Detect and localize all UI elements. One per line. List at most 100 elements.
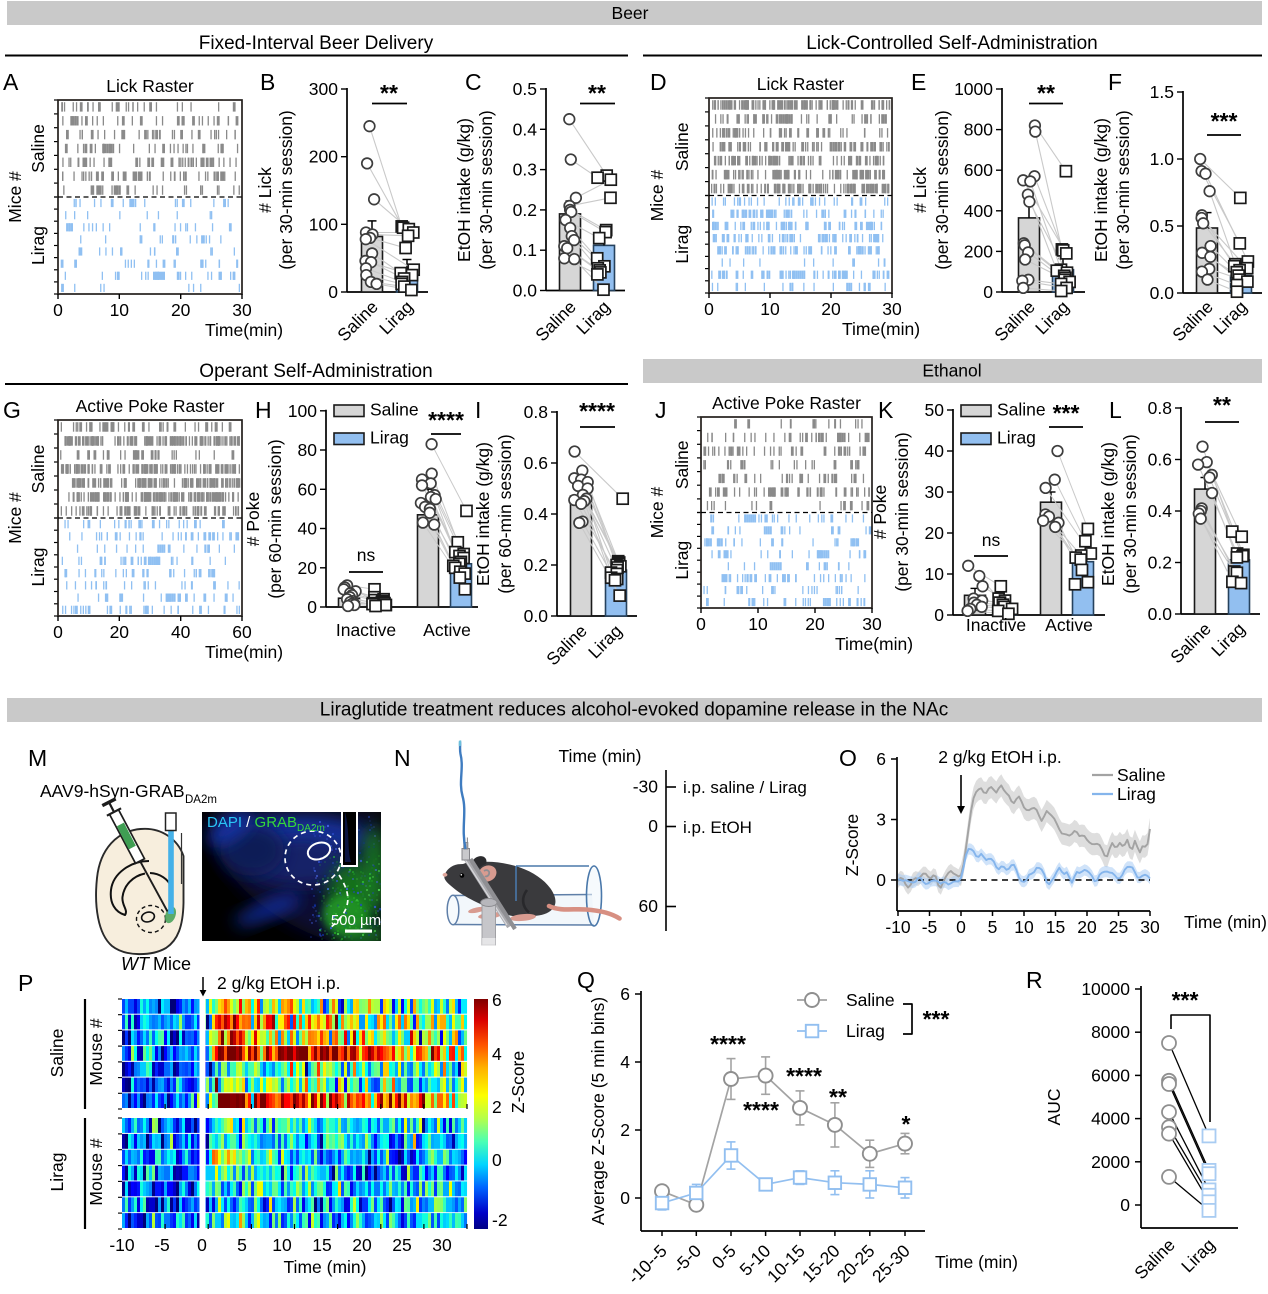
svg-text:i.p. saline / Lirag: i.p. saline / Lirag xyxy=(683,778,807,797)
svg-text:Lick Raster: Lick Raster xyxy=(757,74,845,94)
svg-text:D: D xyxy=(650,69,667,95)
svg-text:0: 0 xyxy=(956,917,966,937)
svg-text:1.0: 1.0 xyxy=(1150,149,1175,169)
svg-text:ns: ns xyxy=(982,530,1001,550)
svg-text:0: 0 xyxy=(53,300,63,320)
svg-text:R: R xyxy=(1026,967,1043,993)
svg-text:AAV9-hSyn-GRAB: AAV9-hSyn-GRAB xyxy=(40,781,185,801)
svg-text:0.0: 0.0 xyxy=(1148,604,1173,624)
svg-text:G: G xyxy=(3,397,21,423)
svg-text:0.0: 0.0 xyxy=(513,281,538,301)
svg-text:0.8: 0.8 xyxy=(1148,398,1172,418)
svg-text:I: I xyxy=(475,397,481,423)
svg-text:600: 600 xyxy=(964,160,993,180)
svg-text:40: 40 xyxy=(171,622,191,642)
svg-text:0: 0 xyxy=(983,282,993,302)
svg-text:**: ** xyxy=(1213,392,1231,418)
svg-text:6: 6 xyxy=(876,749,886,769)
svg-text:3: 3 xyxy=(876,810,886,830)
svg-text:40: 40 xyxy=(298,519,318,539)
svg-text:**: ** xyxy=(380,80,398,106)
svg-text:0.6: 0.6 xyxy=(1148,450,1172,470)
svg-text:300: 300 xyxy=(309,79,338,99)
svg-text:20: 20 xyxy=(171,300,191,320)
svg-text:EtOH intake (g/kg): EtOH intake (g/kg) xyxy=(1098,442,1118,586)
svg-text:Saline: Saline xyxy=(28,445,48,494)
svg-text:(per 30-min session): (per 30-min session) xyxy=(1120,434,1140,594)
svg-text:Z-Score: Z-Score xyxy=(842,814,862,876)
svg-text:Lirag: Lirag xyxy=(672,541,692,580)
svg-text:400: 400 xyxy=(964,201,993,221)
svg-text:**: ** xyxy=(1037,80,1055,106)
svg-text:0: 0 xyxy=(934,605,944,625)
svg-text:WT: WT xyxy=(121,954,151,974)
svg-text:Active: Active xyxy=(423,620,471,640)
svg-text:Active Poke Raster: Active Poke Raster xyxy=(76,396,225,416)
svg-text:Time(min): Time(min) xyxy=(205,642,283,662)
svg-text:(per 60-min session): (per 60-min session) xyxy=(265,439,285,599)
svg-text:-10: -10 xyxy=(885,917,911,937)
svg-text:H: H xyxy=(255,397,272,423)
svg-text:E: E xyxy=(911,69,926,95)
svg-text:Q: Q xyxy=(577,967,595,993)
svg-text:50: 50 xyxy=(925,400,945,420)
svg-text:25: 25 xyxy=(1109,917,1128,937)
svg-text:Time (min): Time (min) xyxy=(559,746,642,766)
svg-text:Inactive: Inactive xyxy=(336,620,396,640)
svg-text:30: 30 xyxy=(925,482,945,502)
svg-text:Active Poke Raster: Active Poke Raster xyxy=(712,393,861,413)
svg-text:Time (min): Time (min) xyxy=(1184,912,1267,932)
svg-text:0.4: 0.4 xyxy=(1148,501,1173,521)
svg-text:Active: Active xyxy=(1045,615,1093,635)
svg-text:# Poke: # Poke xyxy=(870,485,890,539)
svg-text:# Lick: # Lick xyxy=(910,167,930,213)
svg-text:2 g/kg EtOH i.p.: 2 g/kg EtOH i.p. xyxy=(938,747,1062,767)
svg-text:500 µm: 500 µm xyxy=(331,912,381,929)
svg-text:20: 20 xyxy=(925,523,945,543)
svg-text:P: P xyxy=(18,970,33,996)
svg-text:100: 100 xyxy=(309,214,338,234)
svg-text:5: 5 xyxy=(988,917,998,937)
svg-text:**: ** xyxy=(588,80,606,106)
svg-text:Mice #: Mice # xyxy=(5,171,25,223)
svg-text:60: 60 xyxy=(298,479,318,499)
svg-text:Saline: Saline xyxy=(1117,765,1166,785)
svg-text:Saline: Saline xyxy=(997,400,1046,420)
svg-text:(per 30-min session): (per 30-min session) xyxy=(476,110,496,270)
svg-text:15: 15 xyxy=(1046,917,1065,937)
svg-text:30: 30 xyxy=(1140,917,1160,937)
svg-text:i.p. EtOH: i.p. EtOH xyxy=(683,818,752,837)
svg-text:O: O xyxy=(839,745,857,771)
svg-text:(per 30-min session): (per 30-min session) xyxy=(276,110,296,270)
svg-text:Lirag: Lirag xyxy=(1117,784,1156,804)
svg-text:10: 10 xyxy=(748,614,768,634)
svg-text:10: 10 xyxy=(1014,917,1034,937)
svg-text:EtOH intake (g/kg): EtOH intake (g/kg) xyxy=(454,118,474,262)
svg-text:EtOH intake (g/kg): EtOH intake (g/kg) xyxy=(473,442,493,586)
svg-text:0.2: 0.2 xyxy=(524,555,548,575)
svg-text:0.5: 0.5 xyxy=(1150,216,1174,236)
svg-text:Lick Raster: Lick Raster xyxy=(106,76,194,96)
svg-text:Operant Self-Administration: Operant Self-Administration xyxy=(199,361,432,382)
svg-text:Lirag: Lirag xyxy=(28,548,48,587)
svg-text:# Poke: # Poke xyxy=(243,492,263,546)
svg-text:***: *** xyxy=(1211,108,1238,134)
svg-text:F: F xyxy=(1108,69,1122,95)
svg-text:J: J xyxy=(655,397,667,423)
svg-text:Lirag: Lirag xyxy=(997,428,1036,448)
svg-text:(per 30-min session): (per 30-min session) xyxy=(1113,110,1133,270)
svg-text:10: 10 xyxy=(110,300,130,320)
svg-text:Saline: Saline xyxy=(672,440,692,489)
svg-text:0.5: 0.5 xyxy=(513,79,537,99)
svg-text:****: **** xyxy=(579,398,615,424)
svg-text:Time(min): Time(min) xyxy=(842,319,920,339)
svg-text:Ethanol: Ethanol xyxy=(922,361,981,381)
svg-text:0.8: 0.8 xyxy=(524,402,548,422)
svg-text:Lirag: Lirag xyxy=(370,428,409,448)
svg-text:0.3: 0.3 xyxy=(513,160,537,180)
svg-text:0.1: 0.1 xyxy=(513,240,537,260)
svg-text:0: 0 xyxy=(876,870,886,890)
svg-text:20: 20 xyxy=(805,614,825,634)
svg-text:60: 60 xyxy=(232,622,252,642)
svg-text:0: 0 xyxy=(696,614,706,634)
